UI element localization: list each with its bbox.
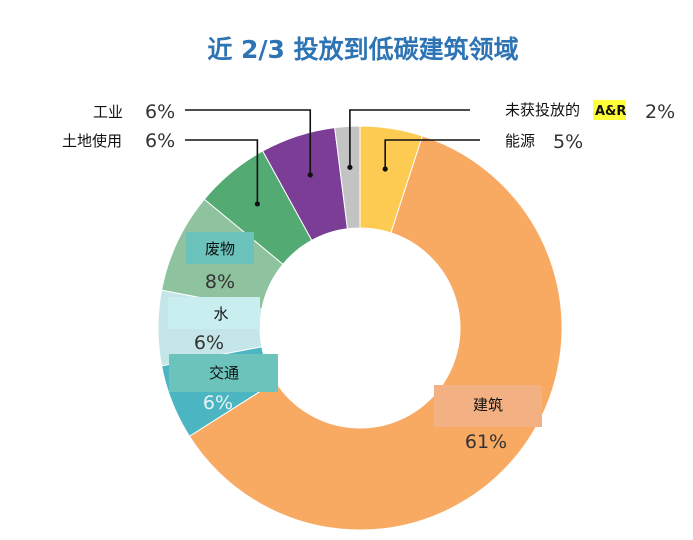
- leader-energy: [384, 139, 480, 169]
- label-box-transport: [169, 354, 278, 392]
- label-transport: 交通: [209, 364, 239, 382]
- label-industry: 工业: [93, 103, 123, 121]
- value-waste: 8%: [205, 271, 235, 293]
- label-badge-bg: [593, 100, 626, 120]
- label-water: 水: [213, 305, 228, 323]
- label-box-waste: [186, 232, 254, 264]
- chart-title: 近 2/3 投放到低碳建筑领域: [207, 35, 518, 64]
- value-water: 6%: [194, 332, 224, 354]
- value-land-use: 6%: [145, 130, 175, 152]
- value-buildings: 61%: [465, 431, 507, 453]
- value-transport: 6%: [203, 392, 233, 414]
- dot-industry: [307, 172, 313, 178]
- labels-group: 工业 6% 土地使用 6% 未获投放的 A&R 2% 能源 5% 废物 8% 水 6% 交通 6% 建筑 61%: [62, 100, 675, 453]
- leader-land-use: [185, 139, 259, 204]
- value-industry: 6%: [145, 101, 175, 123]
- dot-land-use: [254, 201, 260, 207]
- label-box-water: [168, 297, 260, 329]
- leader-unallocated: [349, 109, 470, 168]
- value-unallocated: 2%: [645, 101, 675, 123]
- slice-1: [188, 135, 563, 531]
- label-energy: 能源: [505, 132, 535, 150]
- slice-7: [334, 125, 361, 230]
- label-buildings: 建筑: [473, 396, 503, 414]
- leader-industry: [185, 109, 312, 175]
- dot-energy: [382, 166, 388, 172]
- value-energy: 5%: [553, 131, 583, 153]
- label-land-use: 土地使用: [62, 132, 122, 150]
- label-box-buildings: [434, 385, 542, 427]
- label-badge: A&R: [595, 104, 626, 119]
- label-waste: 废物: [205, 240, 235, 258]
- label-unallocated: 未获投放的: [505, 101, 580, 119]
- dot-unallocated: [347, 164, 353, 170]
